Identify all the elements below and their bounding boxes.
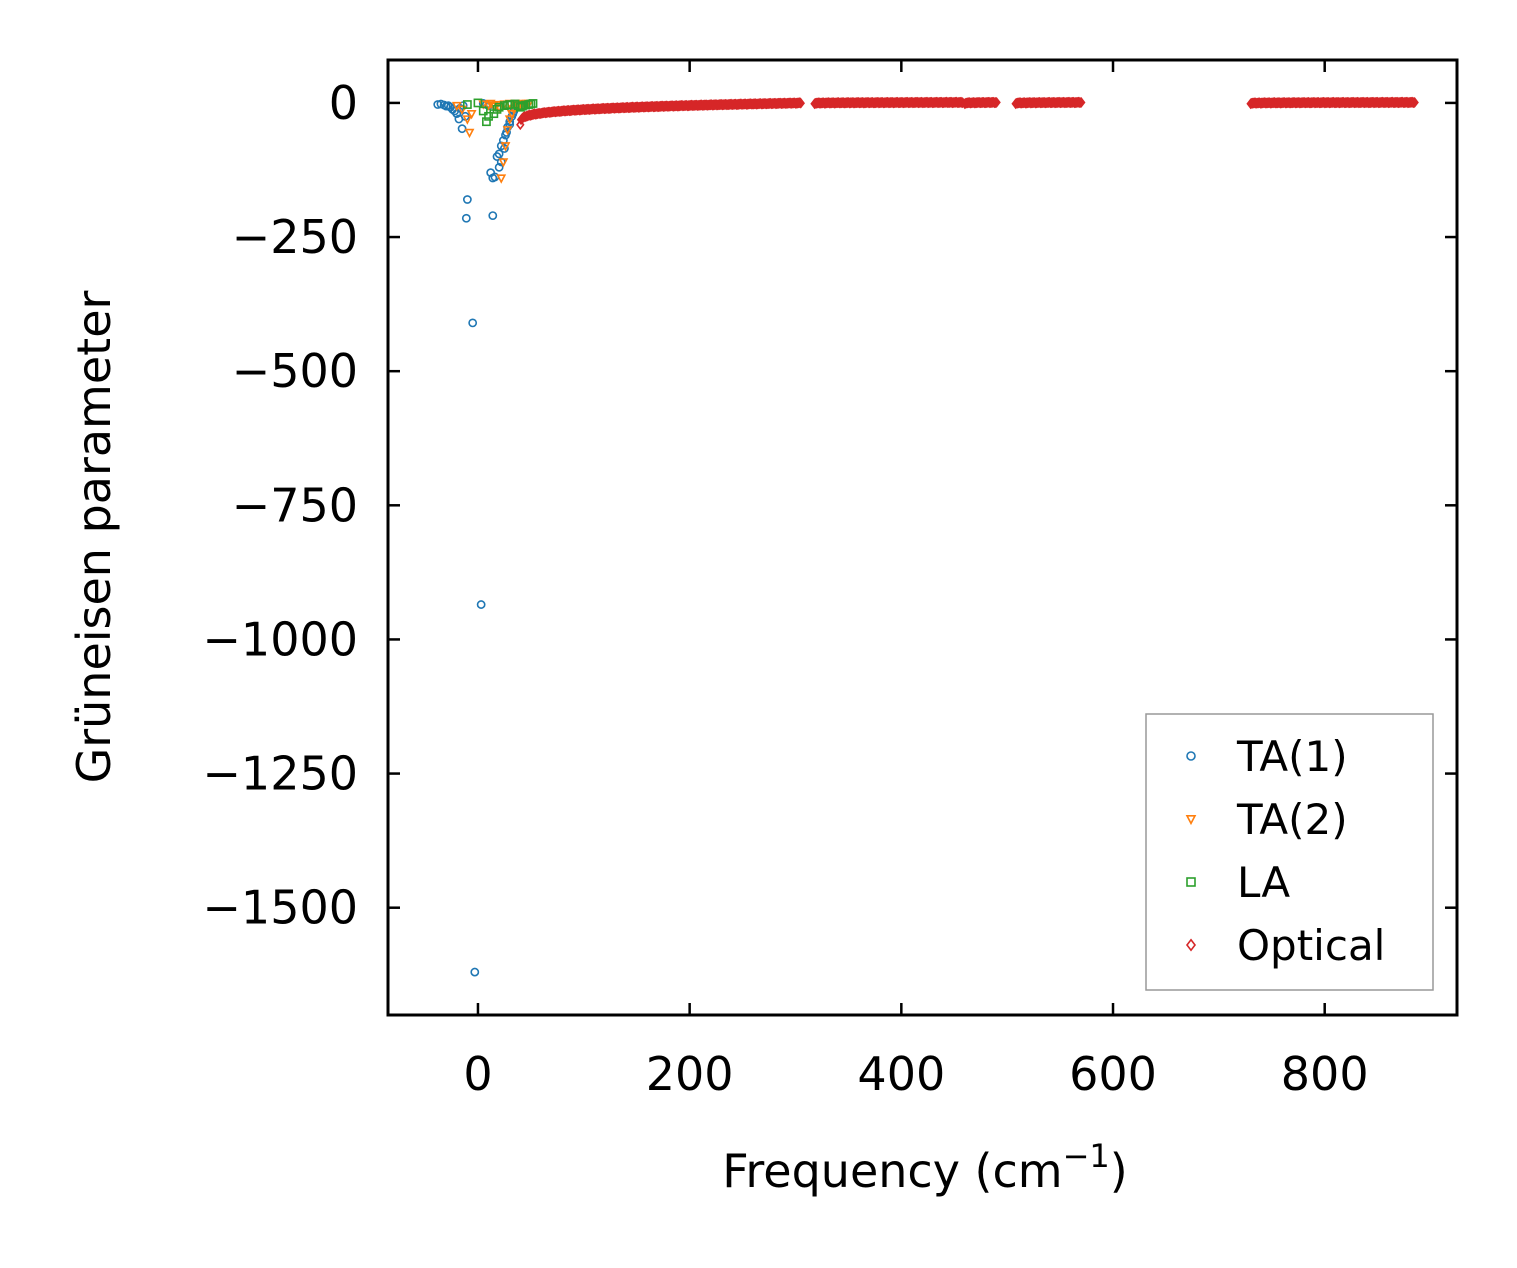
data-point (494, 149, 504, 159)
data-point (470, 967, 480, 977)
axis-ticks: 0 200 400 600 800 0 −250 −500 −750 −1000 −1250 −150… (202, 60, 1457, 1101)
data-point (485, 99, 496, 110)
data-point (468, 318, 478, 328)
data-point (505, 117, 515, 127)
data-point (1077, 96, 1086, 108)
y-axis-label: Grüneisen parameter (67, 290, 121, 783)
data-point (528, 99, 538, 108)
data-point (505, 100, 515, 109)
data-point (515, 102, 525, 112)
x-tick-label: 0 (463, 1047, 492, 1101)
data-point (473, 98, 483, 108)
x-tick-label: 600 (1069, 1047, 1157, 1101)
data-point (992, 96, 1001, 108)
data-point (484, 111, 493, 121)
data-point (494, 102, 504, 112)
legend: TA(1) TA(2) LA Optical (1145, 713, 1434, 991)
data-point (796, 97, 805, 109)
x-axis-label-superscript: −1 (1063, 1137, 1110, 1175)
data-point (494, 162, 504, 172)
y-tick-label: −1500 (202, 881, 358, 935)
data-point (457, 124, 467, 134)
data-point (500, 144, 509, 153)
legend-label: LA (1237, 858, 1290, 907)
data-point (462, 100, 472, 109)
data-point (488, 211, 498, 220)
y-tick-label: −250 (232, 210, 358, 264)
y-tick-label: −1250 (202, 747, 358, 801)
x-axis-label: Frequency (cm−1) (722, 1137, 1127, 1198)
y-tick-label: −500 (232, 344, 358, 398)
y-tick-label: −750 (232, 478, 358, 532)
data-point (462, 195, 472, 204)
x-axis-label-main: Frequency (cm (722, 1144, 1062, 1198)
series-la (462, 98, 538, 127)
y-tick-label: 0 (329, 76, 358, 130)
data-point (496, 174, 507, 184)
data-point (464, 128, 475, 139)
legend-marker (1186, 877, 1196, 887)
data-point (1410, 96, 1419, 108)
series-ta-1- (433, 99, 523, 977)
data-point (466, 109, 477, 120)
data-point (476, 600, 486, 609)
legend-marker (1186, 751, 1196, 761)
data-point (500, 142, 511, 152)
legend-label: Optical (1237, 921, 1385, 970)
data-point (457, 105, 468, 116)
data-point (462, 115, 473, 125)
x-axis-label-close: ) (1110, 1144, 1128, 1198)
data-point (478, 106, 488, 116)
legend-label: TA(2) (1236, 795, 1348, 844)
x-tick-label: 200 (646, 1047, 734, 1101)
legend-label: TA(1) (1236, 732, 1348, 781)
legend-marker (1185, 814, 1197, 826)
y-tick-label: −1000 (202, 612, 358, 666)
series-optical (516, 96, 1419, 131)
plot-frame (386, 58, 1459, 1017)
legend-marker (1185, 938, 1197, 952)
x-tick-label: 800 (1281, 1047, 1369, 1101)
data-point (502, 128, 511, 137)
data-point (461, 213, 471, 223)
data-point (498, 158, 509, 168)
x-tick-label: 400 (857, 1047, 945, 1101)
data-point (433, 100, 443, 109)
data-point (482, 117, 491, 127)
data-point (504, 115, 515, 125)
data-point (502, 126, 513, 136)
plot-marks (433, 96, 1419, 977)
